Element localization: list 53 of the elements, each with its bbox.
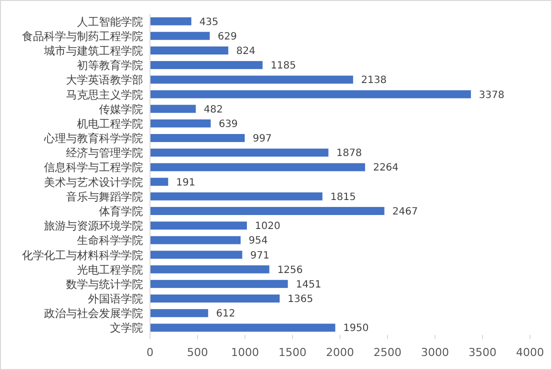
data-label: 3378 <box>478 90 504 101</box>
x-tick-label: 2000 <box>326 346 354 359</box>
data-label: 2138 <box>361 75 387 86</box>
y-tick-label: 化学化工与材料科学学院 <box>22 248 143 262</box>
y-tick-label: 机电工程学院 <box>77 117 143 130</box>
y-tick-label: 美术与艺术设计学院 <box>44 176 143 189</box>
data-label: 2467 <box>392 206 418 218</box>
x-tick-label: 1000 <box>231 346 259 359</box>
x-tick-label: 3000 <box>421 346 449 359</box>
y-tick-label: 传媒学院 <box>99 102 143 116</box>
y-tick-label: 外国语学院 <box>88 292 143 306</box>
data-label: 1365 <box>288 294 314 306</box>
data-label: 2264 <box>373 162 399 174</box>
x-tick-label: 500 <box>187 346 208 359</box>
y-tick-label: 信息科学与工程学院 <box>44 161 143 174</box>
data-label: 971 <box>250 250 270 262</box>
y-tick-label: 音乐与舞蹈学院 <box>66 190 143 204</box>
data-label: 629 <box>218 31 237 42</box>
data-label: 435 <box>199 16 218 28</box>
data-label: 612 <box>216 308 236 320</box>
y-tick-label: 经济与管理学院 <box>66 146 143 160</box>
y-tick-label: 体育学院 <box>99 204 143 218</box>
y-tick-label: 城市与建筑工程学院 <box>43 44 143 58</box>
data-label: 1451 <box>296 279 322 290</box>
data-label: 824 <box>236 46 256 57</box>
y-tick-label: 政治与社会发展学院 <box>44 307 143 320</box>
y-tick-label: 马克思主义学院 <box>66 88 143 102</box>
data-label: 954 <box>248 236 268 247</box>
data-label: 1878 <box>336 148 362 160</box>
y-tick-label: 旅游与资源环境学院 <box>44 220 143 233</box>
y-tick-label: 人工智能学院 <box>77 15 143 28</box>
data-label: 1020 <box>254 221 280 232</box>
x-tick-label: 4000 <box>516 346 544 359</box>
y-tick-label: 大学英语教学部 <box>66 74 143 87</box>
data-label: 639 <box>218 118 238 130</box>
x-tick-label: 0 <box>146 346 154 359</box>
data-label: 997 <box>252 134 272 145</box>
y-tick-label: 食品科学与制药工程学院 <box>22 30 143 43</box>
y-tick-label: 生命科学学院 <box>77 234 143 248</box>
y-tick-label: 初等教育学院 <box>77 59 143 72</box>
data-label: 482 <box>204 104 223 116</box>
x-tick-label: 2500 <box>374 346 402 359</box>
y-tick-label: 光电工程学院 <box>77 263 143 276</box>
data-label: 191 <box>176 177 196 188</box>
data-label: 1815 <box>330 192 356 203</box>
y-tick-label: 文学院 <box>110 322 143 335</box>
y-tick-label: 心理与教育科学学院 <box>43 132 143 146</box>
x-tick-label: 3500 <box>468 346 496 359</box>
y-tick-label: 数学与统计学院 <box>66 278 143 291</box>
x-tick-label: 1500 <box>278 346 306 359</box>
data-label: 1185 <box>270 60 296 72</box>
data-label: 1256 <box>277 264 303 276</box>
data-label: 1950 <box>343 323 369 334</box>
